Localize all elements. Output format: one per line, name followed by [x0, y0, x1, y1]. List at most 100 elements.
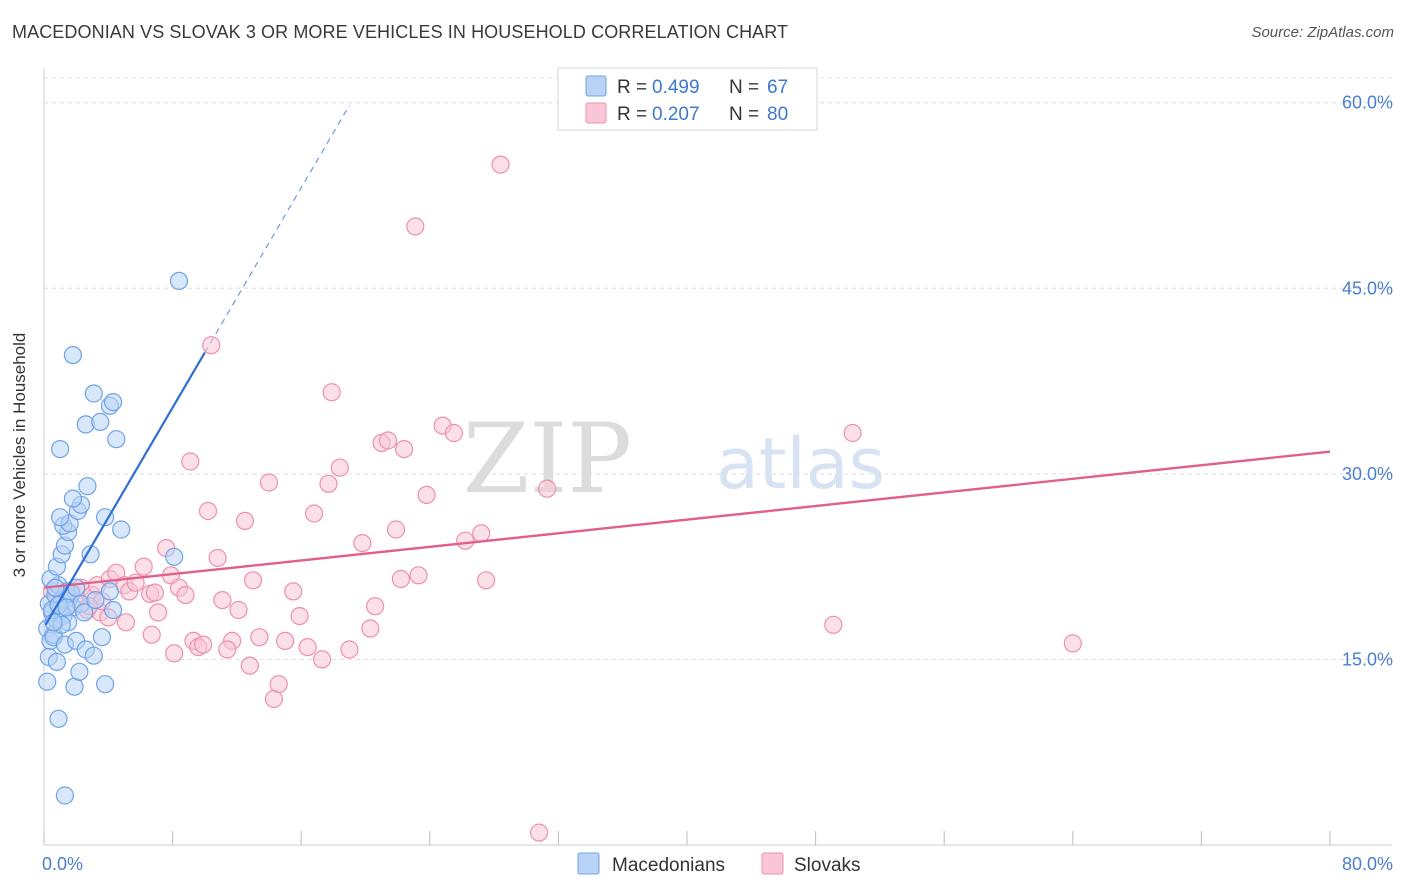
data-point	[409, 566, 428, 585]
watermark: ZIP atlas	[463, 403, 885, 515]
y-tick-label: 30.0%	[1342, 464, 1393, 484]
y-tick-label: 60.0%	[1342, 93, 1393, 113]
y-tick-label: 15.0%	[1342, 649, 1393, 669]
data-point	[284, 582, 303, 601]
data-point	[305, 504, 324, 523]
data-point	[194, 635, 213, 654]
legend-n-label: N =	[729, 104, 759, 125]
data-point	[95, 508, 115, 527]
data-point	[165, 644, 184, 663]
data-point	[55, 786, 75, 805]
data-point	[145, 583, 164, 602]
trend-line-macedonians	[44, 352, 206, 626]
data-point	[169, 271, 189, 290]
source-label: Source: ZipAtlas.com	[1251, 24, 1394, 41]
data-point	[57, 598, 76, 617]
chart-title: MACEDONIAN VS SLOVAK 3 OR MORE VEHICLES …	[12, 22, 789, 42]
x-tick-label-min: 0.0%	[42, 854, 83, 874]
axes	[43, 68, 1392, 846]
data-point	[843, 423, 862, 443]
data-point	[340, 640, 359, 659]
series-slovaks	[42, 155, 1082, 842]
data-point	[276, 631, 295, 651]
data-point	[50, 440, 70, 459]
data-point	[107, 430, 126, 449]
data-point	[353, 533, 372, 553]
data-point	[330, 458, 349, 477]
data-point	[75, 603, 94, 622]
data-point	[264, 689, 283, 709]
data-point	[1063, 634, 1082, 653]
data-point	[84, 646, 103, 665]
tick-labels: 15.0% 30.0% 45.0% 60.0% 0.0% 80.0%	[42, 93, 1393, 874]
data-point	[63, 346, 83, 365]
data-point	[243, 571, 263, 590]
data-point	[78, 477, 97, 496]
data-point	[100, 582, 120, 601]
legend-top: R = 0.499 N = 67 R = 0.207 N = 80	[557, 67, 818, 131]
data-point	[319, 474, 338, 493]
data-point	[386, 520, 406, 539]
trend-lines	[43, 104, 1331, 589]
data-point	[472, 524, 491, 543]
legend-label-slovaks: Slovaks	[794, 855, 861, 876]
legend-r-label: R =	[617, 77, 647, 98]
data-point	[38, 672, 57, 691]
data-point	[250, 628, 269, 647]
series-macedonians	[38, 271, 189, 805]
legend-label-macedonians: Macedonians	[612, 855, 725, 876]
watermark-zip: ZIP	[463, 403, 632, 515]
data-point	[406, 217, 425, 236]
data-point	[91, 412, 110, 431]
data-point	[366, 597, 385, 616]
data-point	[112, 520, 131, 539]
data-point	[103, 600, 123, 620]
data-point	[50, 508, 70, 527]
data-point	[142, 625, 161, 644]
data-point	[165, 547, 184, 566]
data-point	[290, 606, 309, 626]
data-point	[378, 431, 398, 450]
data-point	[259, 473, 279, 492]
legend-swatch-macedonians	[577, 852, 600, 875]
data-point	[417, 485, 436, 504]
data-point	[391, 569, 410, 589]
data-point	[208, 548, 227, 568]
data-point	[213, 590, 232, 610]
legend-n-value: 67	[767, 77, 788, 98]
data-point	[92, 628, 112, 647]
data-point	[116, 613, 136, 632]
data-point	[491, 155, 510, 174]
trend-line-slovaks	[43, 450, 1331, 589]
data-point	[824, 615, 843, 634]
legend-swatch	[585, 75, 607, 97]
gridlines	[44, 77, 1392, 660]
data-point	[361, 619, 380, 638]
trend-line-macedonians-extension	[204, 104, 350, 353]
data-point	[181, 452, 200, 471]
data-point	[298, 637, 317, 657]
legend-swatch	[585, 102, 607, 124]
data-point	[477, 571, 496, 590]
data-point	[444, 423, 463, 443]
data-point	[95, 675, 115, 694]
legend-r-value: 0.499	[652, 77, 700, 98]
data-point	[86, 590, 105, 610]
data-point	[218, 640, 237, 659]
legend-n-value: 80	[767, 104, 788, 125]
data-point	[229, 600, 248, 620]
data-point	[322, 383, 341, 402]
legend-r-label: R =	[617, 104, 647, 125]
x-tick-label-max: 80.0%	[1342, 854, 1393, 874]
legend-r-value: 0.207	[652, 104, 700, 125]
data-point	[198, 501, 218, 521]
legend-n-label: N =	[729, 77, 759, 98]
data-point	[149, 603, 168, 622]
data-point	[313, 650, 332, 669]
y-tick-label: 45.0%	[1342, 278, 1393, 298]
data-point	[63, 489, 83, 508]
data-point	[103, 393, 123, 412]
data-point	[235, 511, 254, 531]
data-point	[456, 531, 475, 550]
